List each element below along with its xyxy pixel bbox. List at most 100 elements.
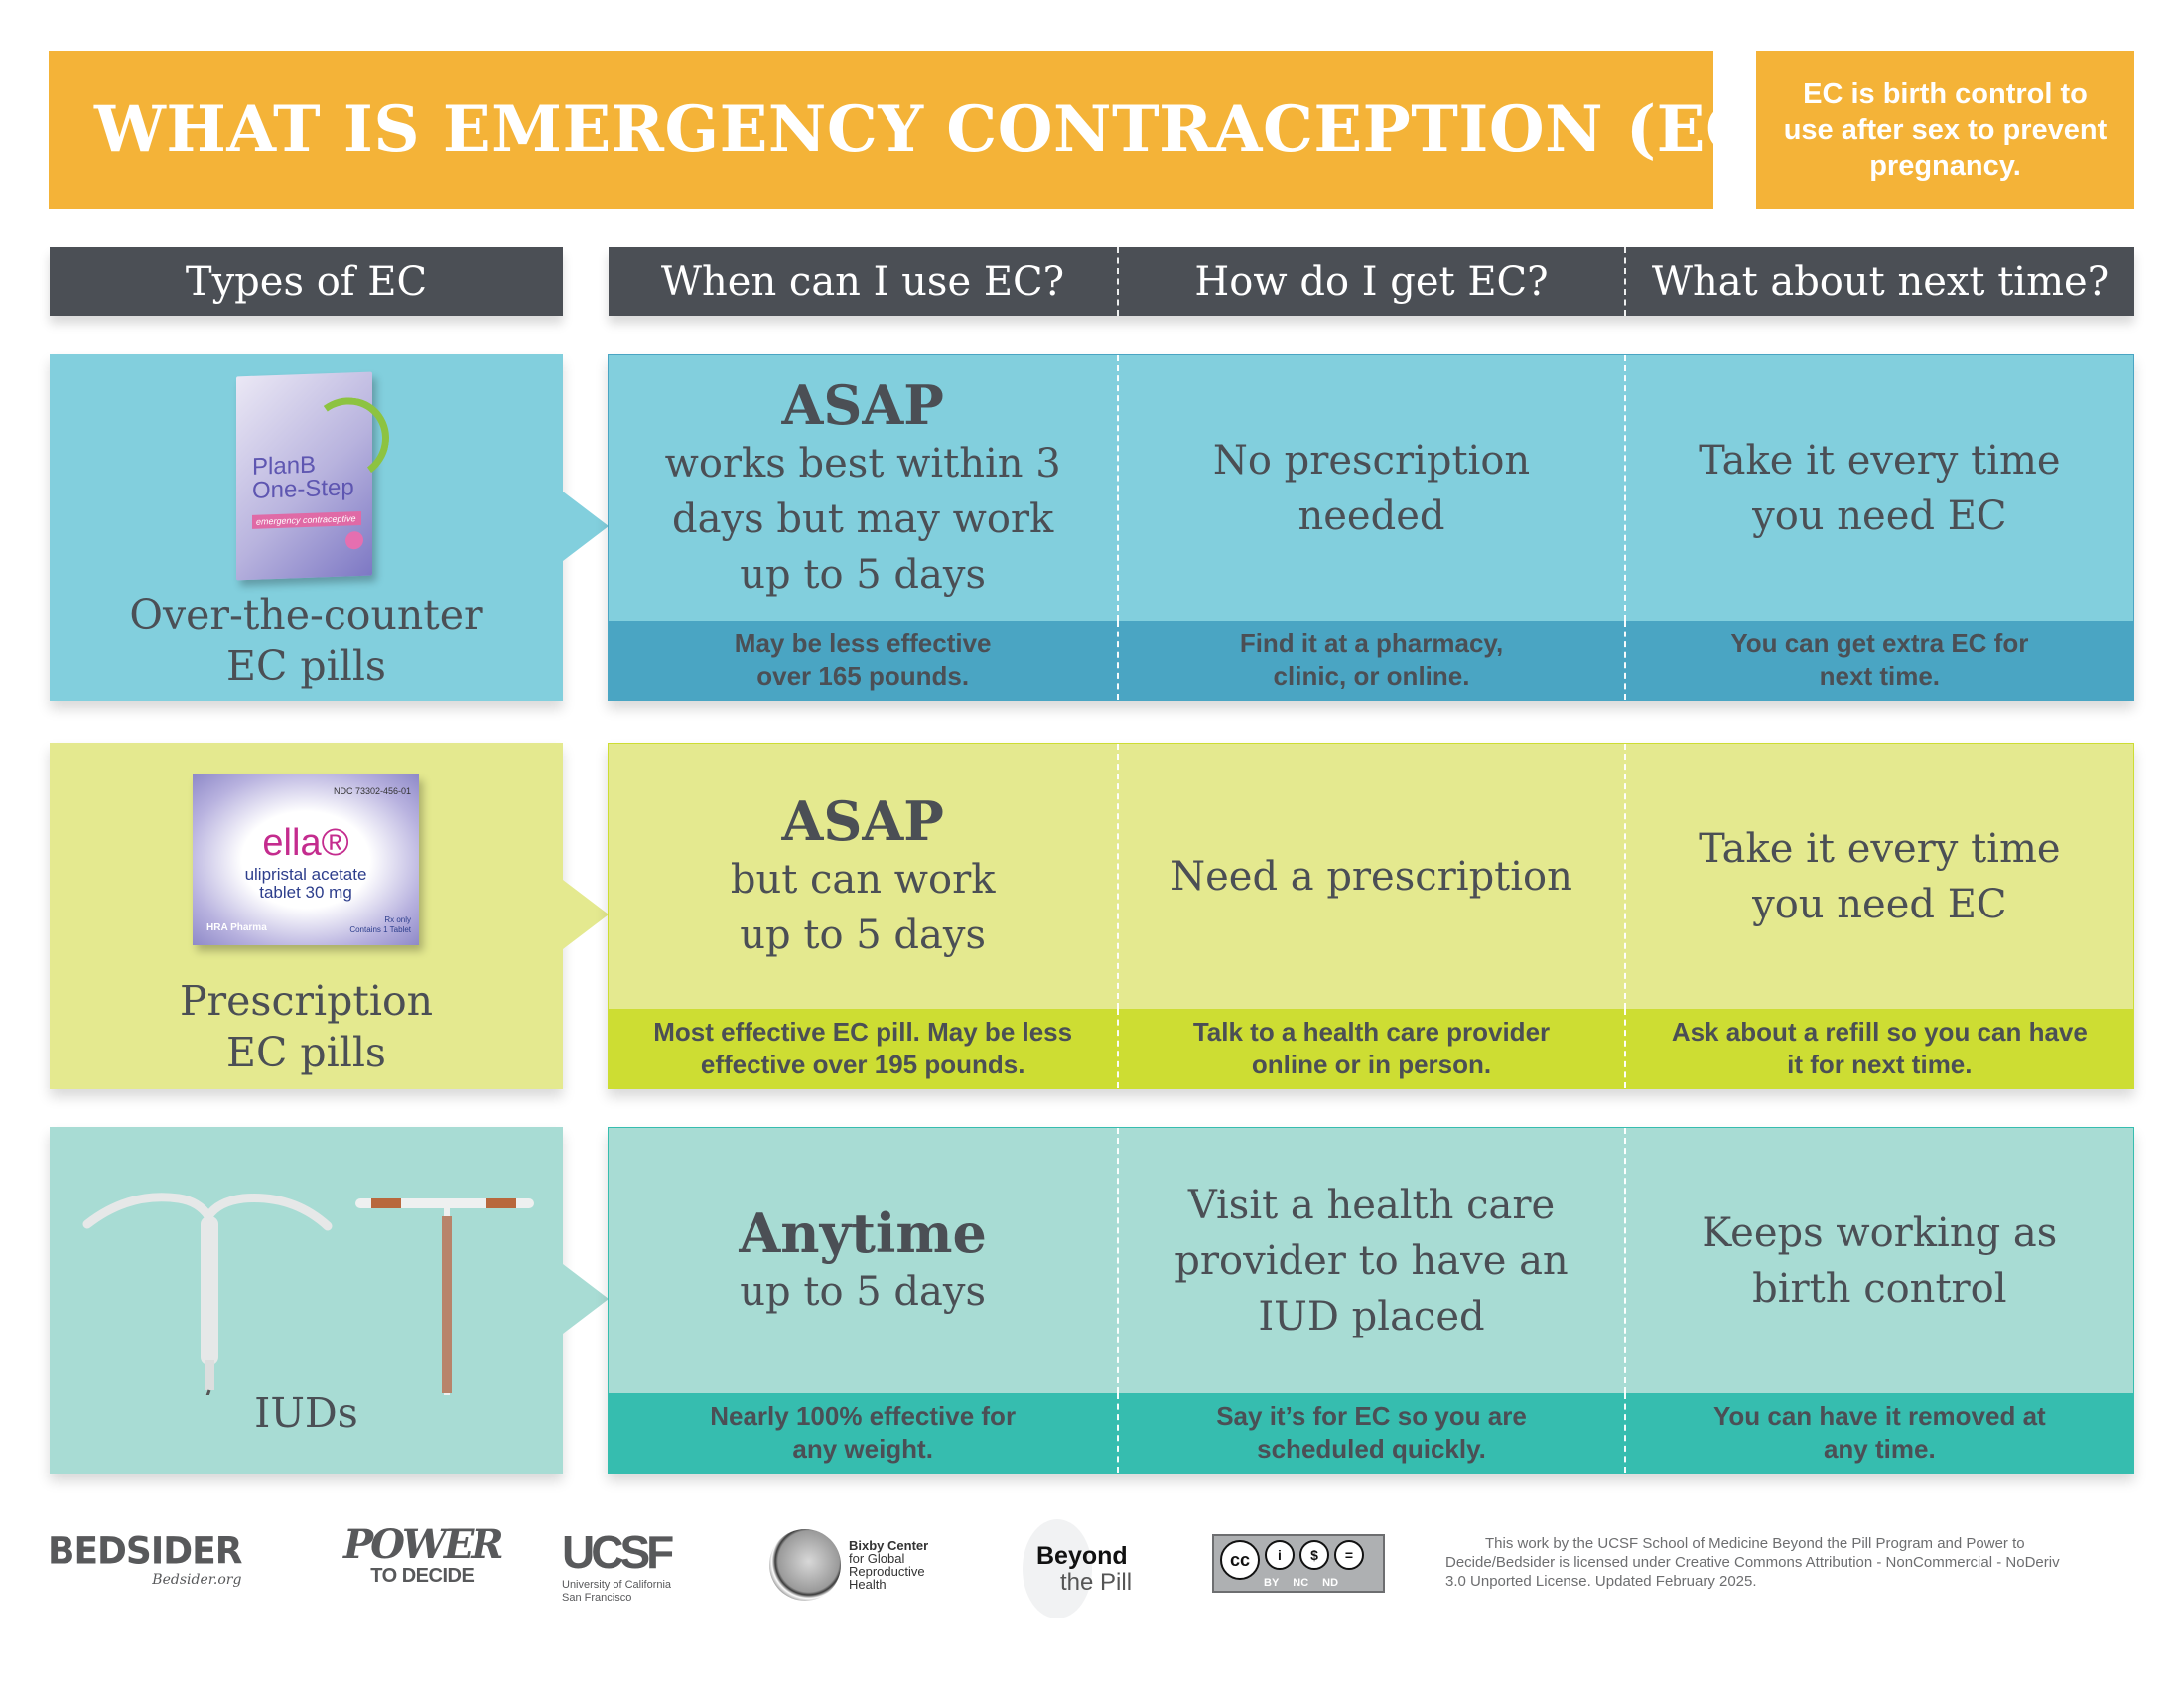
header-how-label: How do I get EC?	[1194, 258, 1549, 305]
power-to-decide-logo: POWER TO DECIDE	[343, 1521, 504, 1587]
bixby-center-logo: Bixby Center for Global Reproductive Hea…	[769, 1529, 928, 1601]
how-note-cell: Say it’s for EC so you are scheduled qui…	[1117, 1393, 1623, 1473]
type-label-line1: IUDs	[254, 1389, 358, 1437]
beyond-the-pill-logo: Beyond the Pill	[1023, 1519, 1142, 1618]
iud-image	[82, 1193, 534, 1395]
power-wordmark: POWER	[343, 1521, 504, 1568]
next-note: You can get extra EC for next time.	[1730, 629, 2029, 691]
header-how: How do I get EC?	[1117, 247, 1624, 316]
cc-icon: cc	[1220, 1540, 1260, 1580]
when-note: Most effective EC pill. May be less effe…	[653, 1017, 1073, 1079]
when-cell: ASAP works best within 3 days but may wo…	[609, 355, 1117, 621]
when-note-cell: May be less effective over 165 pounds.	[609, 621, 1117, 700]
next-text: Take it every time you need EC	[1699, 437, 2061, 539]
noderivatives-icon: =	[1334, 1540, 1364, 1570]
how-note-cell: Find it at a pharmacy, clinic, or online…	[1117, 621, 1623, 700]
attribution-icon: i	[1265, 1540, 1295, 1570]
type-label: IUDs	[50, 1387, 563, 1439]
ucsf-sub-line2: San Francisco	[562, 1592, 632, 1604]
arrow-pointer	[563, 492, 609, 561]
the-pill-wordmark: the Pill	[1060, 1569, 1133, 1596]
pill-icon	[345, 530, 363, 550]
ella-footer: Rx only Contains 1 Tablet	[349, 915, 411, 935]
ella-rx: Rx only	[384, 915, 411, 924]
when-headline: ASAP	[781, 788, 944, 853]
noncommercial-icon: $	[1299, 1540, 1329, 1570]
info-card-prescription-pills: ASAP but can work up to 5 days Need a pr…	[608, 743, 2134, 1089]
when-headline: Anytime	[739, 1200, 987, 1265]
info-card-otc-pills: ASAP works best within 3 days but may wo…	[608, 354, 2134, 701]
globe-icon	[769, 1529, 841, 1601]
bedsider-logo: BEDSIDER Bedsider.org	[48, 1529, 242, 1588]
header-when: When can I use EC?	[609, 247, 1117, 316]
how-text: Need a prescription	[1170, 853, 1572, 900]
when-cell: ASAP but can work up to 5 days	[609, 744, 1117, 1009]
type-card-iuds: IUDs	[50, 1127, 609, 1474]
header-types-label: Types of EC	[185, 258, 428, 305]
type-card-otc-pills: PlanB One-Step emergency contraceptive Ov…	[50, 354, 609, 701]
when-cell: Anytime up to 5 days	[609, 1128, 1117, 1393]
when-note: May be less effective over 165 pounds.	[734, 629, 992, 691]
next-text: Take it every time you need EC	[1699, 825, 2061, 927]
definition-text: EC is birth control to use after sex to …	[1783, 77, 2108, 182]
when-note: Nearly 100% effective for any weight.	[710, 1401, 1017, 1464]
plan-b-strip: emergency contraceptive	[252, 510, 361, 529]
ella-contains: Contains 1 Tablet	[349, 925, 411, 934]
beyond-wordmark: Beyond	[1036, 1542, 1128, 1570]
bedsider-wordmark: BEDSIDER	[48, 1529, 242, 1573]
bixby-line1: Bixby Center	[849, 1538, 929, 1553]
ucsf-sub-line1: University of California	[562, 1579, 672, 1591]
how-cell: No prescription needed	[1117, 355, 1623, 621]
type-label: Over-the-counter EC pills	[50, 589, 563, 692]
how-text: No prescription needed	[1212, 437, 1531, 539]
header-when-label: When can I use EC?	[660, 258, 1065, 305]
arrow-pointer	[563, 1264, 609, 1334]
when-detail: up to 5 days	[740, 1268, 986, 1315]
how-note: Find it at a pharmacy, clinic, or online…	[1239, 629, 1504, 691]
definition-box: EC is birth control to use after sex to …	[1756, 51, 2134, 209]
how-text: Visit a health care provider to have an …	[1174, 1182, 1569, 1339]
next-cell: Take it every time you need EC	[1623, 744, 2133, 1009]
ucsf-logo: UCSF University of California San Francis…	[562, 1526, 674, 1605]
pill-shape-icon	[1023, 1519, 1092, 1618]
when-detail: but can work up to 5 days	[730, 856, 996, 958]
license-body: This work by the UCSF School of Medicine…	[1445, 1535, 2060, 1590]
next-text: Keeps working as birth control	[1702, 1209, 2058, 1312]
ella-sub-line2: tablet 30 mg	[259, 883, 352, 902]
type-label: Prescription EC pills	[50, 975, 563, 1078]
ella-brand: ella®	[262, 822, 349, 864]
type-label-line1: Over-the-counter	[129, 591, 483, 638]
next-cell: Keeps working as birth control	[1623, 1128, 2133, 1393]
arrow-pointer	[563, 880, 609, 949]
ella-sub-line1: ulipristal acetate	[244, 865, 367, 884]
next-note-cell: You can get extra EC for next time.	[1623, 621, 2133, 700]
ella-maker: HRA Pharma	[206, 922, 267, 933]
next-cell: Take it every time you need EC	[1623, 355, 2133, 621]
header-next: What about next time?	[1624, 247, 2134, 316]
how-cell: Visit a health care provider to have an …	[1117, 1128, 1623, 1393]
bixby-line2: for Global	[849, 1551, 905, 1566]
how-note: Say it’s for EC so you are scheduled qui…	[1216, 1401, 1527, 1464]
ella-ndc: NDC 73302-456-01	[333, 786, 411, 796]
bixby-line3: Reproductive	[849, 1564, 925, 1579]
when-note-cell: Most effective EC pill. May be less effe…	[609, 1009, 1117, 1088]
ucsf-subtitle: University of California San Francisco	[562, 1579, 671, 1605]
title-banner: WHAT IS EMERGENCY CONTRACEPTION (EC)?	[49, 51, 1825, 209]
when-note-cell: Nearly 100% effective for any weight.	[609, 1393, 1117, 1473]
type-label-line2: EC pills	[226, 642, 386, 690]
plan-b-brand-line2: One-Step	[252, 474, 354, 504]
how-cell: Need a prescription	[1117, 744, 1623, 1009]
bixby-text: Bixby Center for Global Reproductive Hea…	[849, 1539, 928, 1591]
to-decide-wordmark: TO DECIDE	[370, 1565, 475, 1587]
next-note: You can have it removed at any time.	[1712, 1401, 2046, 1464]
header-columns: When can I use EC? How do I get EC? What…	[609, 247, 2134, 316]
creative-commons-badge: cc i $ = BY NC ND	[1212, 1534, 1385, 1593]
next-note: Ask about a refill so you can have it fo…	[1671, 1017, 2088, 1079]
cc-by-label: BY	[1264, 1577, 1280, 1589]
cc-labels: BY NC ND	[1264, 1577, 1338, 1589]
when-detail: works best within 3 days but may work up…	[664, 440, 1061, 598]
info-card-iuds: Anytime up to 5 days Visit a health care…	[608, 1127, 2134, 1474]
how-note-cell: Talk to a health care provider online or…	[1117, 1009, 1623, 1088]
ucsf-wordmark: UCSF	[562, 1526, 674, 1578]
type-label-line2: EC pills	[226, 1029, 386, 1076]
